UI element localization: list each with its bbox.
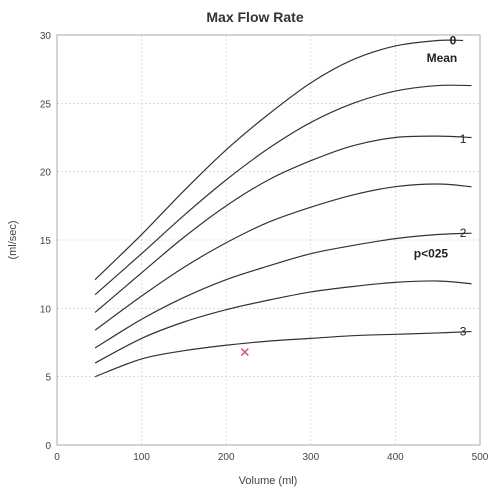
x-tick-label: 0 bbox=[54, 452, 60, 463]
plot-frame bbox=[56, 34, 481, 446]
curve-line-3 bbox=[94, 183, 472, 331]
curve-line-6 bbox=[94, 330, 472, 378]
curves bbox=[94, 39, 472, 378]
y-tick-label: 5 bbox=[45, 373, 51, 384]
annotation-label: Mean bbox=[427, 51, 458, 65]
data-marker bbox=[240, 348, 249, 357]
curve-label: 0 bbox=[450, 33, 457, 47]
x-tick-label: 100 bbox=[133, 452, 150, 463]
x-tick-label: 400 bbox=[387, 452, 404, 463]
y-tick-label: 20 bbox=[40, 168, 52, 179]
y-axis-ticks: 0 5 10 15 20 25 30 bbox=[40, 31, 52, 452]
grid-lines bbox=[56, 34, 481, 446]
y-tick-label: 30 bbox=[40, 31, 52, 42]
curve-labels: 0 1 2 3 Mean p<025 bbox=[414, 33, 467, 338]
y-tick-label: 25 bbox=[40, 99, 52, 110]
chart-title: Max Flow Rate bbox=[206, 9, 303, 25]
curve-line-1 bbox=[94, 84, 472, 296]
y-tick-label: 15 bbox=[40, 236, 52, 247]
x-tick-label: 500 bbox=[472, 452, 489, 463]
marker-stroke bbox=[240, 348, 249, 357]
x-tick-label: 300 bbox=[302, 452, 319, 463]
y-tick-label: 0 bbox=[45, 441, 51, 452]
curve-line-0 bbox=[94, 39, 464, 281]
curve-label: 1 bbox=[460, 132, 467, 146]
y-tick-label: 10 bbox=[40, 304, 52, 315]
annotation-label: p<025 bbox=[414, 247, 449, 261]
curve-label: 2 bbox=[460, 226, 467, 240]
x-tick-label: 200 bbox=[218, 452, 235, 463]
curve-line-5 bbox=[94, 280, 472, 364]
x-axis-ticks: 0 100 200 300 400 500 bbox=[54, 452, 489, 463]
curve-label: 3 bbox=[460, 325, 467, 339]
y-axis-label: (ml/sec) bbox=[7, 220, 19, 259]
curve-line-4 bbox=[94, 232, 472, 349]
curve-line-2 bbox=[94, 135, 472, 313]
x-axis-label: Volume (ml) bbox=[239, 475, 298, 487]
